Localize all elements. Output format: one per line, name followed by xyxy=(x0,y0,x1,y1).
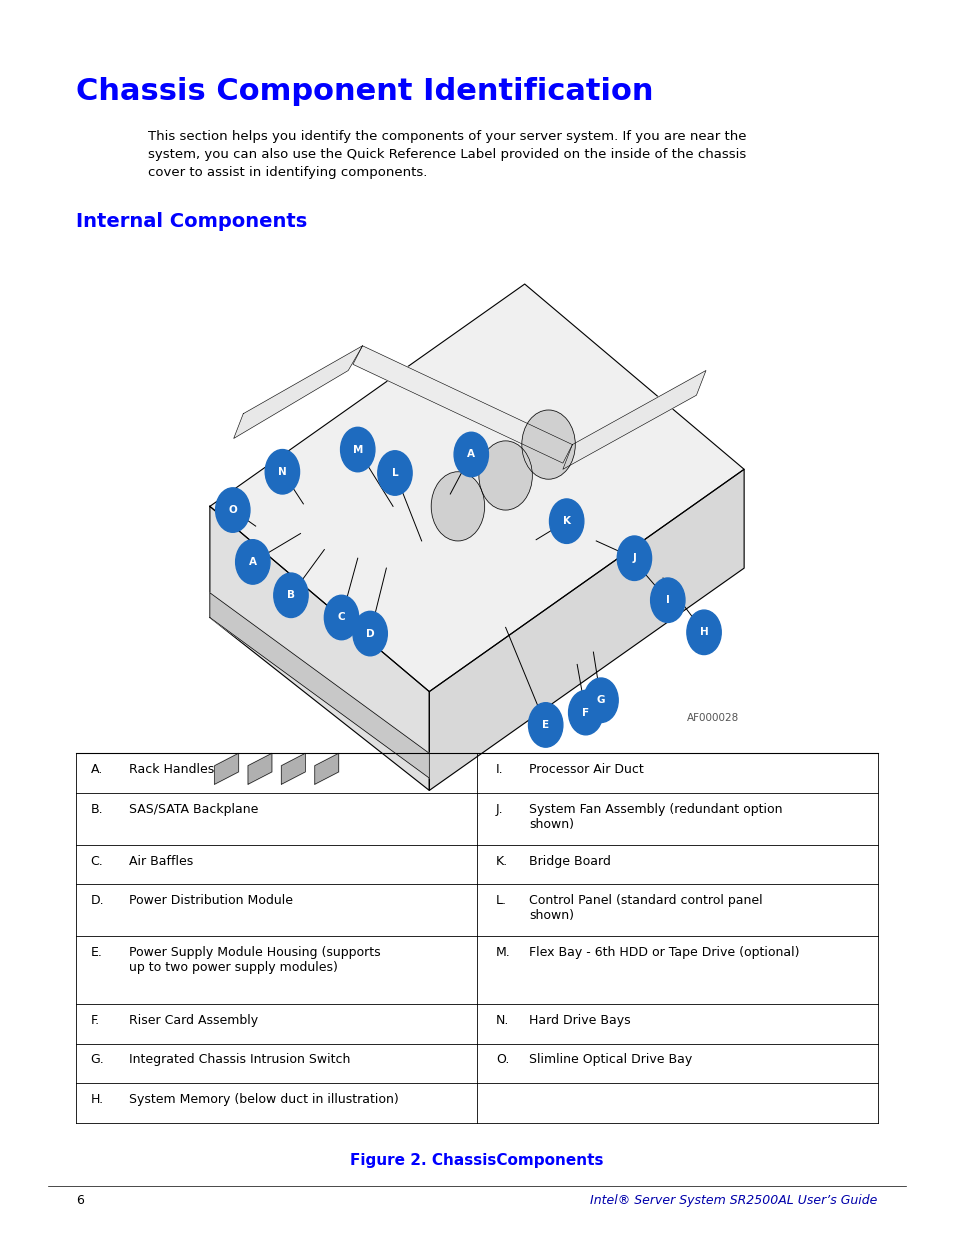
Circle shape xyxy=(549,499,583,543)
Text: Control Panel (standard control panel
shown): Control Panel (standard control panel sh… xyxy=(529,894,762,923)
Text: K.: K. xyxy=(496,855,508,868)
Circle shape xyxy=(528,703,562,747)
Text: G.: G. xyxy=(91,1053,104,1067)
Circle shape xyxy=(274,573,308,618)
Circle shape xyxy=(431,472,484,541)
Circle shape xyxy=(521,410,575,479)
Circle shape xyxy=(650,578,684,622)
Text: Bridge Board: Bridge Board xyxy=(529,855,611,868)
Polygon shape xyxy=(248,753,272,784)
Text: Processor Air Duct: Processor Air Duct xyxy=(529,763,643,777)
Text: A: A xyxy=(467,450,475,459)
Text: Flex Bay - 6th HDD or Tape Drive (optional): Flex Bay - 6th HDD or Tape Drive (option… xyxy=(529,946,800,960)
Text: Figure 2. ChassisComponents: Figure 2. ChassisComponents xyxy=(350,1153,603,1168)
Text: F.: F. xyxy=(91,1014,100,1028)
Text: Air Baffles: Air Baffles xyxy=(129,855,193,868)
Circle shape xyxy=(478,441,532,510)
Polygon shape xyxy=(314,753,338,784)
Text: M.: M. xyxy=(496,946,510,960)
Text: This section helps you identify the components of your server system. If you are: This section helps you identify the comp… xyxy=(148,130,745,179)
Text: System Fan Assembly (redundant option
shown): System Fan Assembly (redundant option sh… xyxy=(529,803,782,831)
Text: E: E xyxy=(541,720,549,730)
Circle shape xyxy=(215,488,250,532)
Polygon shape xyxy=(429,469,743,790)
Text: L: L xyxy=(392,468,397,478)
Text: D: D xyxy=(365,629,375,638)
Text: C: C xyxy=(337,613,345,622)
Text: L.: L. xyxy=(496,894,507,908)
Text: K: K xyxy=(562,516,570,526)
Circle shape xyxy=(340,427,375,472)
Text: A.: A. xyxy=(91,763,103,777)
Circle shape xyxy=(583,678,618,722)
Circle shape xyxy=(686,610,720,655)
Text: Slimline Optical Drive Bay: Slimline Optical Drive Bay xyxy=(529,1053,692,1067)
Text: B: B xyxy=(287,590,294,600)
Text: H.: H. xyxy=(91,1093,104,1107)
Circle shape xyxy=(353,611,387,656)
Text: Rack Handles: Rack Handles xyxy=(129,763,213,777)
Text: E.: E. xyxy=(91,946,102,960)
Text: Chassis Component Identification: Chassis Component Identification xyxy=(76,77,653,105)
Polygon shape xyxy=(210,506,429,790)
Polygon shape xyxy=(281,753,305,784)
Text: Internal Components: Internal Components xyxy=(76,212,307,231)
Polygon shape xyxy=(562,370,705,469)
Text: System Memory (below duct in illustration): System Memory (below duct in illustratio… xyxy=(129,1093,398,1107)
Text: D.: D. xyxy=(91,894,104,908)
Text: O: O xyxy=(228,505,237,515)
Text: I: I xyxy=(665,595,669,605)
Polygon shape xyxy=(233,346,362,438)
Text: J.: J. xyxy=(496,803,503,816)
Polygon shape xyxy=(210,284,743,692)
Circle shape xyxy=(617,536,651,580)
Text: SAS/SATA Backplane: SAS/SATA Backplane xyxy=(129,803,258,816)
Polygon shape xyxy=(353,346,572,463)
Text: Intel® Server System SR2500AL User’s Guide: Intel® Server System SR2500AL User’s Gui… xyxy=(590,1194,877,1208)
Circle shape xyxy=(454,432,488,477)
Text: J: J xyxy=(632,553,636,563)
Circle shape xyxy=(324,595,358,640)
Text: N.: N. xyxy=(496,1014,509,1028)
Text: A: A xyxy=(249,557,256,567)
Text: Riser Card Assembly: Riser Card Assembly xyxy=(129,1014,257,1028)
Circle shape xyxy=(568,690,602,735)
Text: G: G xyxy=(597,695,604,705)
Polygon shape xyxy=(214,753,238,784)
Text: 6: 6 xyxy=(76,1194,84,1208)
Circle shape xyxy=(377,451,412,495)
Polygon shape xyxy=(210,593,429,778)
Text: Hard Drive Bays: Hard Drive Bays xyxy=(529,1014,631,1028)
Text: N: N xyxy=(277,467,287,477)
Text: Integrated Chassis Intrusion Switch: Integrated Chassis Intrusion Switch xyxy=(129,1053,350,1067)
Circle shape xyxy=(265,450,299,494)
Text: Power Distribution Module: Power Distribution Module xyxy=(129,894,293,908)
Text: C.: C. xyxy=(91,855,103,868)
Text: Power Supply Module Housing (supports
up to two power supply modules): Power Supply Module Housing (supports up… xyxy=(129,946,380,974)
Text: I.: I. xyxy=(496,763,503,777)
Text: AF000028: AF000028 xyxy=(686,713,739,722)
Text: M: M xyxy=(353,445,362,454)
Circle shape xyxy=(235,540,270,584)
Text: F: F xyxy=(581,708,589,718)
Text: B.: B. xyxy=(91,803,103,816)
Text: H: H xyxy=(699,627,708,637)
Text: O.: O. xyxy=(496,1053,509,1067)
